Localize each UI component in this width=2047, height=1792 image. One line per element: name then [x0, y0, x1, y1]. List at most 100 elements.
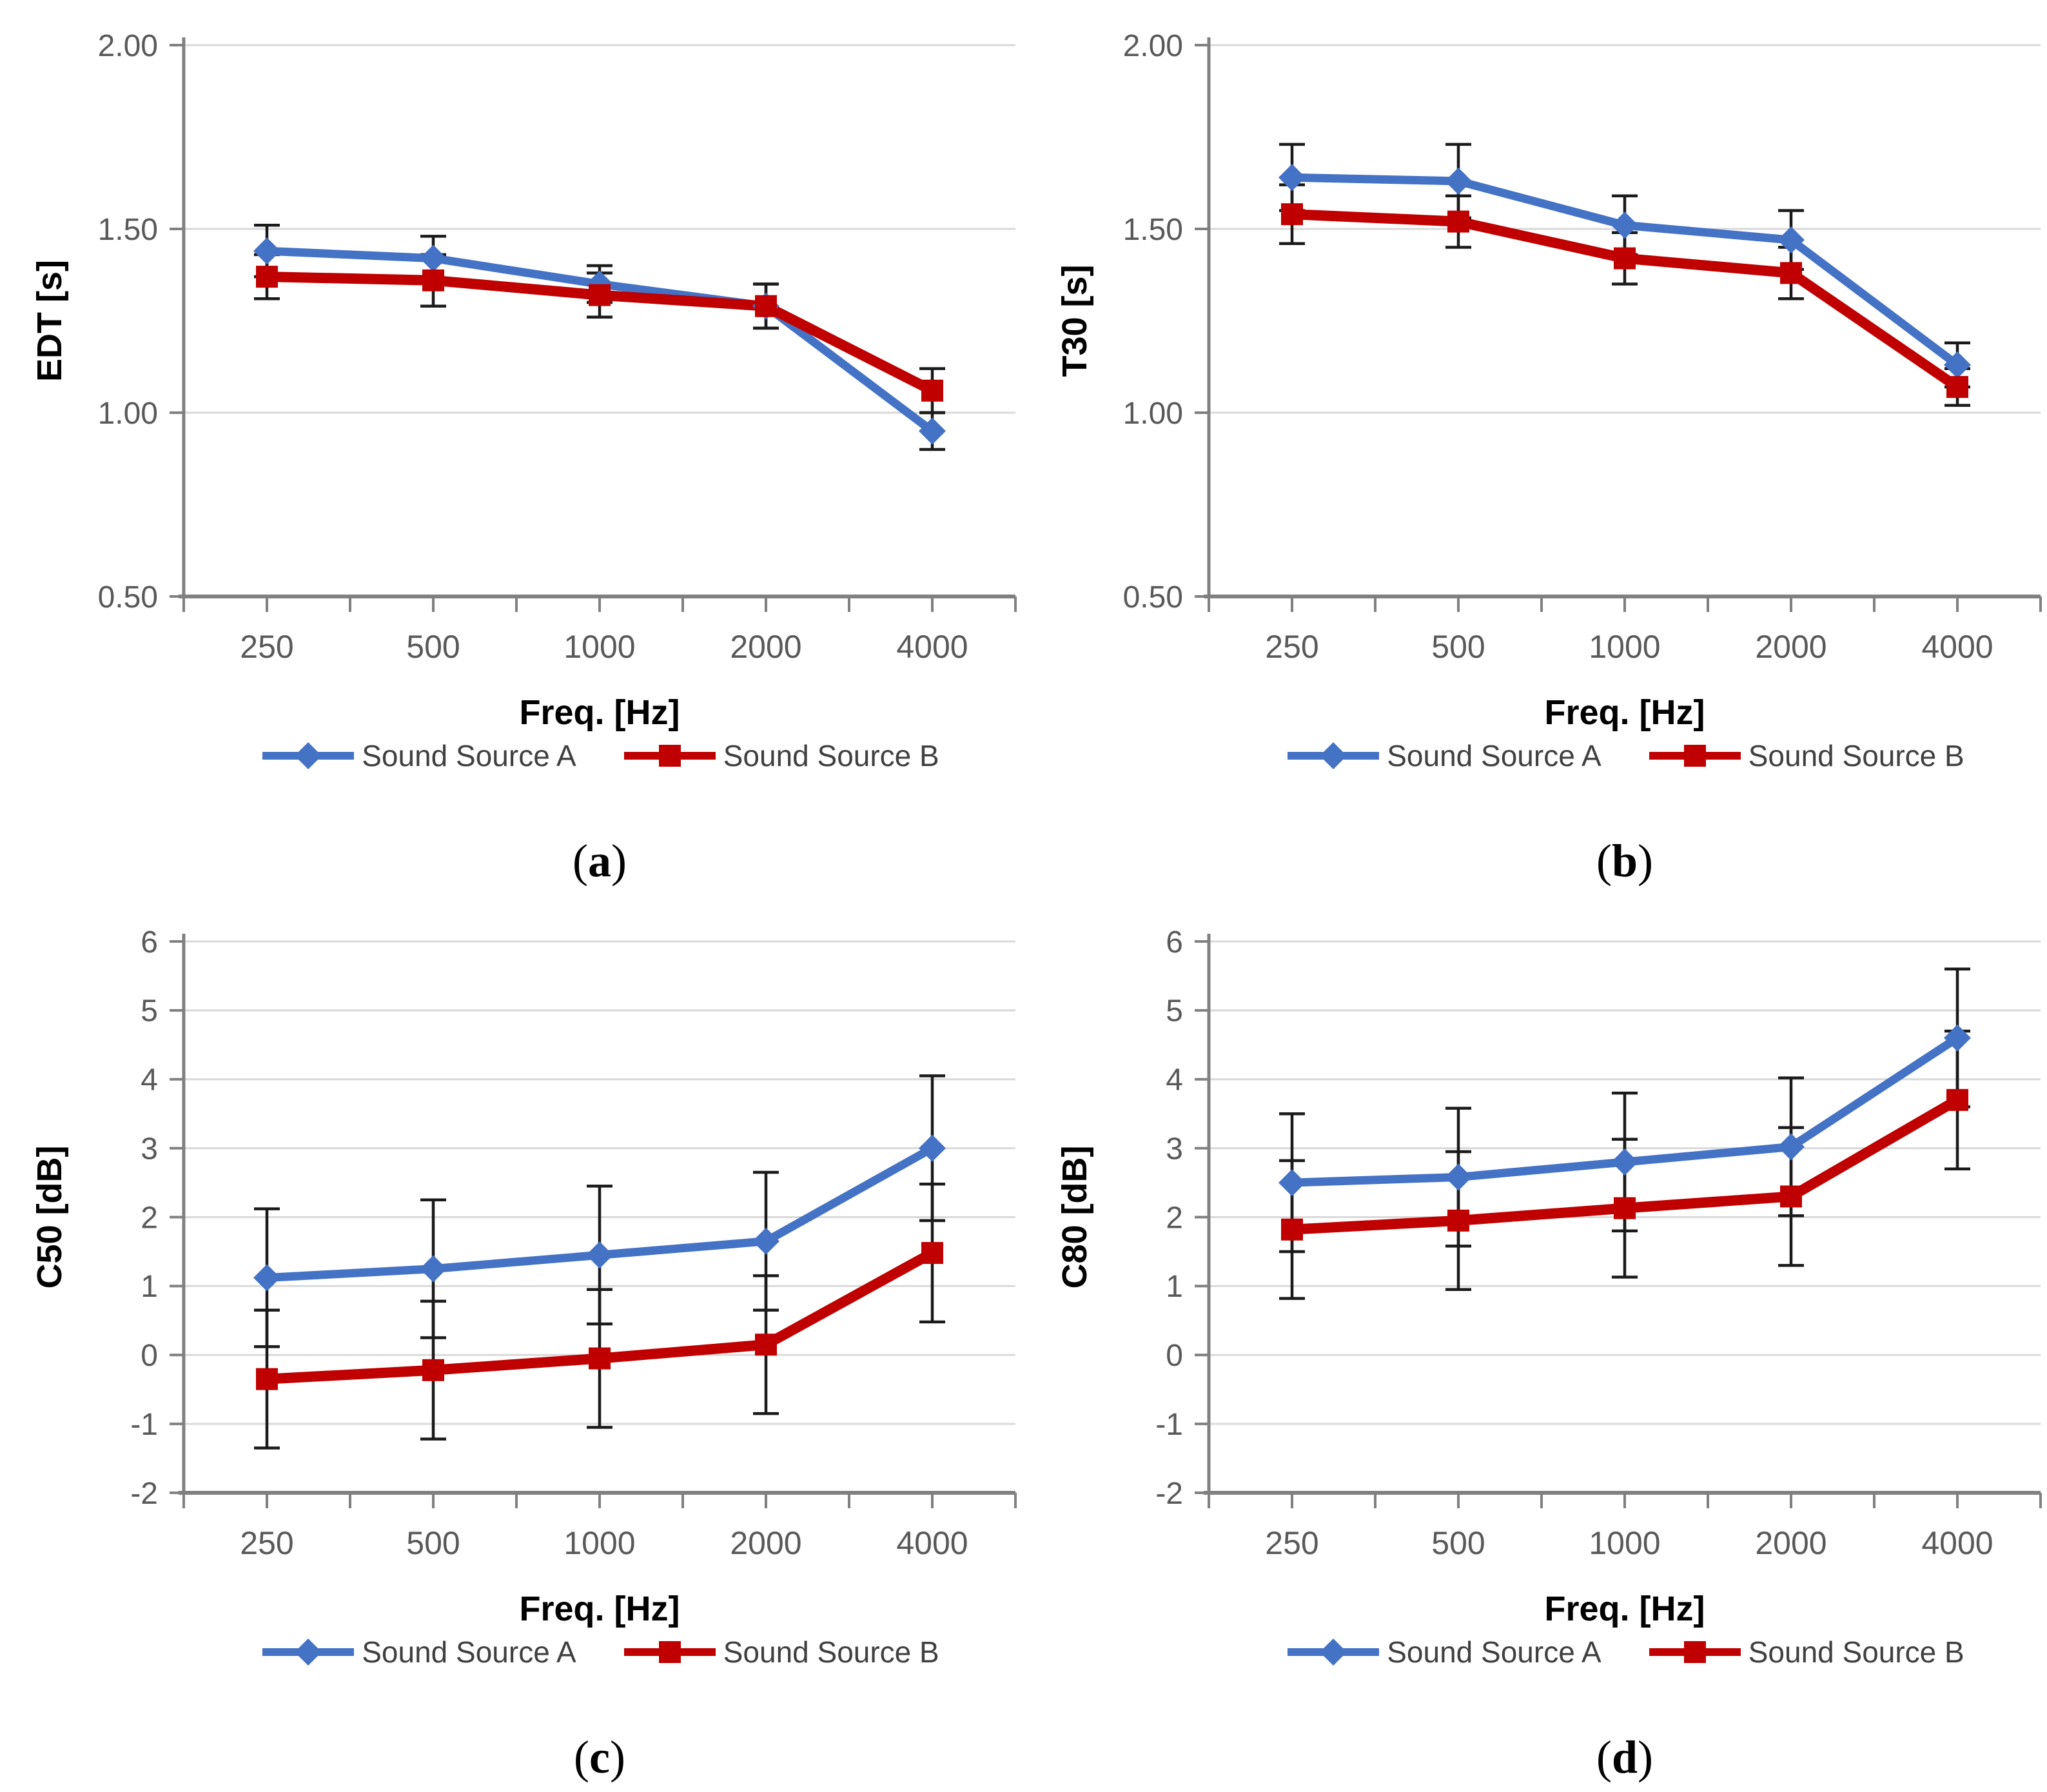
diamond-marker — [253, 1264, 280, 1292]
x-tick-label: 2000 — [730, 1525, 801, 1561]
y-axis-title: C80 [dB] — [1055, 1145, 1094, 1288]
x-axis-title: Freq. [Hz] — [520, 1590, 680, 1628]
panel-c50: 6 5 4 3 2 1 0 -1 -2 250 500 1000 2000 4000 C50 [dB] Fre… — [23, 906, 1022, 1784]
square-marker — [658, 745, 681, 767]
x-tick-label: 4000 — [896, 629, 968, 665]
y-tick-label: -1 — [130, 1408, 158, 1442]
legend-item-source-b: Sound Source B — [1647, 738, 1964, 773]
caption-paren: ) — [609, 1731, 625, 1783]
panel-c80: 6 5 4 3 2 1 0 -1 -2 250 500 1000 2000 4000 C80 [dB] Fre… — [1048, 906, 2047, 1784]
legend-label: Sound Source B — [1748, 1635, 1964, 1669]
caption-paren: ( — [1596, 835, 1612, 887]
square-marker — [256, 266, 278, 288]
diamond-marker — [1320, 1639, 1347, 1666]
square-marker — [921, 379, 943, 402]
t30-chart: 2.00 1.50 1.00 0.50 250 500 1000 2000 4000 T30 [s… — [1055, 29, 2042, 732]
y-axis-title: T30 [s] — [1055, 264, 1094, 377]
legend-label: Sound Source B — [723, 1635, 939, 1669]
edt-chart: 2.00 1.50 1.00 0.50 250 500 1000 2000 4000 EDT [s… — [30, 29, 1017, 732]
source-a-line-marker-icon — [1288, 1639, 1380, 1666]
x-tick-label: 1000 — [563, 629, 635, 665]
legend-label: Sound Source B — [1748, 739, 1964, 773]
diamond-marker — [1778, 226, 1805, 254]
legend: Sound Source A Sound Source B — [184, 1635, 1015, 1669]
y-tick-label: 4 — [1166, 1063, 1183, 1098]
legend-label: Sound Source A — [362, 1635, 576, 1669]
x-tick-label: 500 — [1431, 1525, 1485, 1561]
x-axis-title: Freq. [Hz] — [520, 693, 680, 732]
legend-item-source-b: Sound Source B — [622, 738, 939, 773]
x-tick-label: 4000 — [1921, 629, 1993, 665]
square-marker — [1614, 247, 1636, 270]
diamond-marker — [752, 1227, 779, 1255]
square-marker — [1281, 203, 1303, 226]
square-marker — [1946, 376, 1968, 399]
square-marker — [755, 1334, 777, 1356]
diamond-marker — [295, 742, 322, 769]
legend: Sound Source A Sound Source B — [184, 738, 1015, 773]
diamond-marker — [586, 1241, 613, 1269]
x-tick-label: 1000 — [1589, 1525, 1660, 1561]
y-tick-label: 4 — [141, 1063, 158, 1098]
panel-caption: (c) — [184, 1731, 1015, 1784]
diamond-marker — [919, 1134, 946, 1162]
x-tick-label: 2000 — [730, 629, 801, 665]
x-tick-label: 250 — [240, 1525, 293, 1561]
y-tick-label: -2 — [130, 1477, 158, 1511]
y-tick-label: 5 — [1166, 994, 1183, 1029]
square-marker — [658, 1641, 681, 1663]
diamond-marker — [1278, 164, 1306, 192]
x-tick-label: 250 — [1265, 1525, 1318, 1561]
square-marker — [1614, 1197, 1636, 1219]
legend-item-source-a: Sound Source A — [260, 1635, 576, 1669]
source-a-line-marker-icon — [1288, 742, 1380, 769]
diamond-marker — [1944, 1024, 1971, 1052]
legend: Sound Source A Sound Source B — [1209, 1635, 2041, 1669]
y-tick-label: 5 — [141, 994, 158, 1029]
source-a-line-marker-icon — [262, 1639, 355, 1666]
y-tick-label: 1 — [1166, 1270, 1183, 1304]
diamond-marker — [420, 244, 447, 272]
square-marker — [755, 295, 777, 317]
diamond-marker — [420, 1255, 447, 1283]
square-marker — [1683, 1641, 1706, 1663]
y-axis-title: EDT [s] — [30, 260, 69, 382]
caption-paren: ( — [1596, 1731, 1612, 1783]
y-tick-label: -2 — [1155, 1477, 1183, 1511]
diamond-marker — [1611, 212, 1638, 239]
y-tick-label: -1 — [1155, 1408, 1183, 1442]
y-tick-label: 0 — [141, 1339, 158, 1373]
c50-chart: 6 5 4 3 2 1 0 -1 -2 250 500 1000 2000 4000 C50 [dB] Fre… — [30, 925, 1017, 1628]
x-tick-label: 500 — [406, 1525, 460, 1561]
x-tick-label: 250 — [240, 629, 293, 665]
y-tick-label: 1 — [141, 1270, 158, 1304]
square-marker — [422, 269, 444, 291]
y-tick-label: 1.00 — [98, 397, 158, 431]
y-tick-label: 2.00 — [98, 29, 158, 63]
diamond-marker — [1445, 167, 1472, 195]
x-tick-label: 4000 — [896, 1525, 968, 1561]
legend-label: Sound Source B — [723, 739, 939, 773]
panel-caption: (b) — [1209, 834, 2041, 888]
diamond-marker — [1278, 1169, 1306, 1197]
diamond-marker — [253, 237, 280, 265]
y-tick-label: 2.00 — [1123, 29, 1183, 63]
legend-item-source-b: Sound Source B — [622, 1635, 939, 1669]
legend-label: Sound Source A — [362, 739, 576, 773]
legend-label: Sound Source A — [1387, 1635, 1601, 1669]
y-tick-label: 2 — [1166, 1201, 1183, 1235]
y-tick-label: 0 — [1166, 1339, 1183, 1373]
diamond-marker — [1611, 1148, 1638, 1176]
source-b-line-marker-icon — [1649, 1641, 1741, 1663]
caption-paren: ) — [611, 835, 627, 887]
c80-chart: 6 5 4 3 2 1 0 -1 -2 250 500 1000 2000 4000 C80 [dB] Fre… — [1055, 925, 2042, 1628]
legend-item-source-a: Sound Source A — [1285, 1635, 1601, 1669]
y-tick-label: 2 — [141, 1201, 158, 1235]
square-marker — [256, 1368, 278, 1390]
square-marker — [422, 1359, 444, 1381]
square-marker — [921, 1242, 943, 1265]
panel-caption: (d) — [1209, 1731, 2041, 1784]
caption-letter: b — [1611, 835, 1638, 887]
diamond-marker — [919, 417, 946, 445]
caption-paren: ) — [1638, 835, 1653, 887]
